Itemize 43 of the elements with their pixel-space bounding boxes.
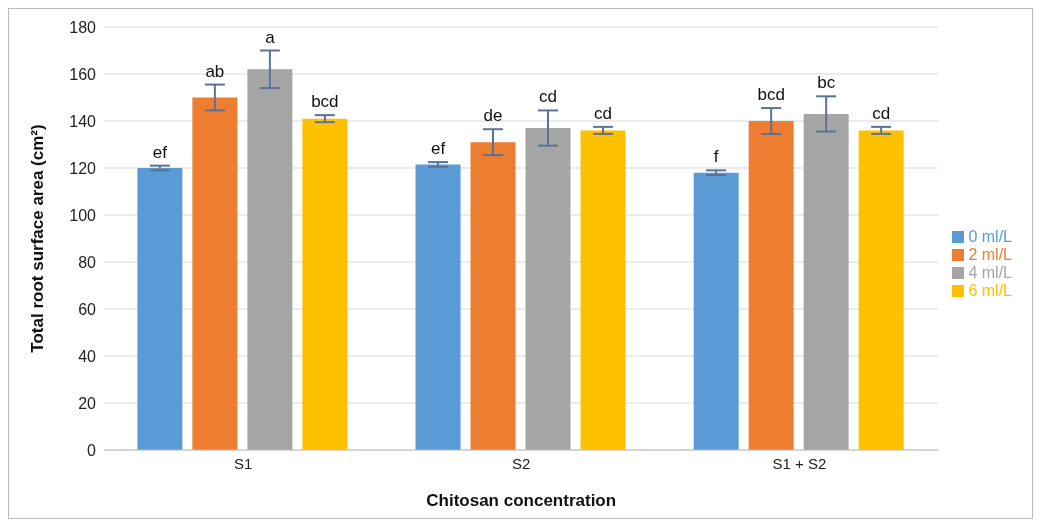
bar — [803, 113, 849, 450]
bar — [525, 128, 571, 450]
data-label: bcd — [757, 85, 785, 105]
legend-label: 6 ml/L — [968, 281, 1012, 299]
data-label: f — [713, 147, 719, 167]
x-tick-label: S1 + S2 — [772, 454, 827, 472]
x-tick-label: S2 — [512, 454, 531, 472]
data-label: cd — [539, 87, 557, 107]
bar — [693, 172, 739, 450]
data-label: de — [483, 106, 503, 126]
y-tick-label: 40 — [78, 347, 97, 365]
y-tick-label: 100 — [69, 206, 97, 224]
y-tick-label: 0 — [87, 441, 97, 459]
bar — [470, 142, 516, 450]
data-label: a — [265, 27, 276, 47]
data-label: cd — [594, 103, 612, 123]
bar — [748, 121, 794, 450]
x-axis-title: Chitosan concentration — [426, 491, 617, 510]
legend-label: 0 ml/L — [968, 227, 1012, 245]
data-label: bc — [817, 73, 836, 93]
y-axis-title: Total root surface area (cm²) — [28, 124, 48, 353]
y-tick-label: 140 — [69, 112, 97, 130]
data-label: ef — [152, 142, 168, 162]
y-tick-label: 160 — [69, 65, 97, 83]
bar — [580, 130, 626, 450]
bar — [302, 118, 348, 450]
data-label: ab — [205, 61, 225, 81]
legend-label: 2 ml/L — [968, 245, 1012, 263]
x-tick-label: S1 — [233, 454, 253, 472]
y-tick-label: 20 — [78, 394, 97, 412]
bar — [858, 130, 904, 450]
data-label: cd — [872, 103, 891, 123]
y-tick-label: 60 — [78, 300, 97, 318]
bar — [137, 168, 183, 450]
y-tick-label: 120 — [69, 159, 97, 177]
data-label: ef — [430, 139, 446, 159]
y-tick-label: 80 — [78, 253, 97, 271]
y-tick-label: 180 — [69, 18, 97, 36]
bar — [415, 164, 461, 450]
bar — [247, 69, 293, 450]
legend-label: 4 ml/L — [968, 263, 1012, 281]
bar — [192, 97, 238, 450]
data-label: bcd — [311, 92, 339, 112]
